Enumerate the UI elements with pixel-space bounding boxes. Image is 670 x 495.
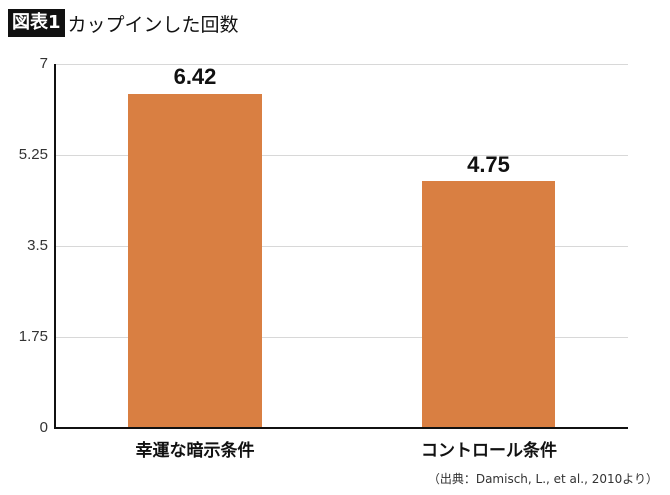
bar-lucky bbox=[128, 94, 262, 428]
chart-title: 図表1 カップインした回数 bbox=[8, 8, 239, 38]
y-tick: 3.5 bbox=[27, 237, 48, 254]
gridline bbox=[56, 155, 628, 156]
gridline bbox=[56, 246, 628, 247]
y-tick: 1.75 bbox=[18, 328, 48, 345]
title-text: カップインした回数 bbox=[67, 13, 239, 36]
y-axis bbox=[54, 64, 56, 429]
gridline bbox=[56, 337, 628, 338]
y-tick: 5.25 bbox=[18, 146, 48, 163]
bar-control bbox=[422, 181, 555, 428]
x-axis bbox=[54, 427, 628, 429]
y-tick: 7 bbox=[39, 55, 48, 72]
x-category-label: コントロール条件 bbox=[421, 441, 557, 461]
y-tick: 0 bbox=[39, 419, 48, 436]
x-category-label: 幸運な暗示条件 bbox=[135, 441, 255, 461]
gridline bbox=[56, 64, 628, 65]
bar-value-label: 4.75 bbox=[467, 152, 510, 177]
bar-value-label: 6.42 bbox=[173, 64, 217, 89]
figure-badge: 図表1 bbox=[8, 9, 65, 37]
source-note: （出典：Damisch, L., et al., 2010より） bbox=[427, 472, 658, 486]
